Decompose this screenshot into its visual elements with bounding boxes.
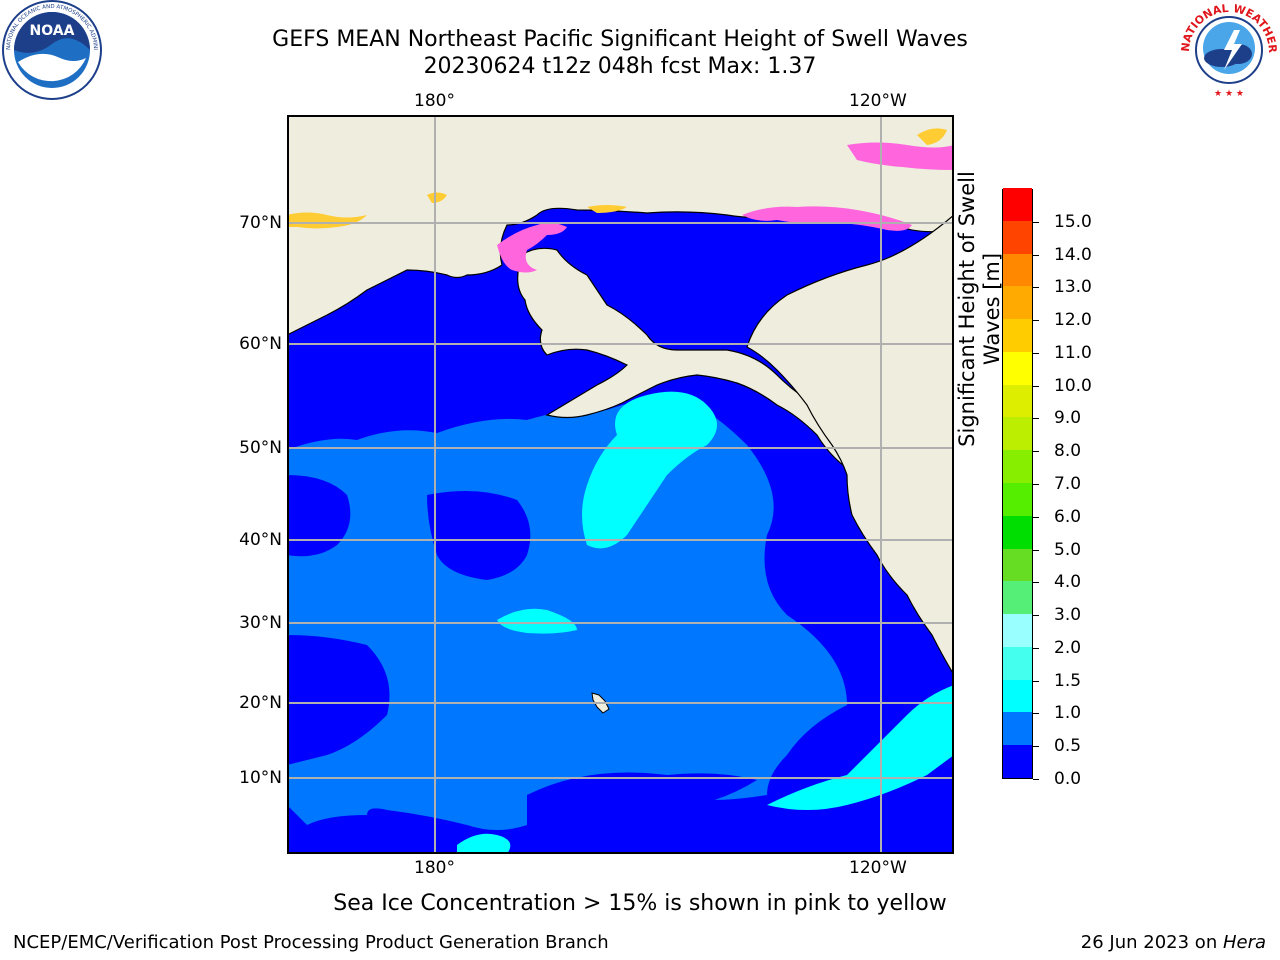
colorbar-tick-label: 12.0 xyxy=(1054,310,1092,331)
nws-logo: NATIONAL WEATHER SERVICE ★ ★ ★ xyxy=(1178,0,1279,99)
footer-date-text: 26 Jun 2023 on xyxy=(1080,932,1223,953)
footer-date: 26 Jun 2023 on Hera xyxy=(1081,932,1266,954)
colorbar-segment xyxy=(1003,450,1032,483)
colorbar-label: Significant Height of Swell Waves [m] xyxy=(955,171,1004,447)
colorbar-segment xyxy=(1003,318,1032,352)
colorbar-tick-label: 3.0 xyxy=(1054,605,1082,626)
colorbar-segment xyxy=(1003,745,1032,778)
lat-tick-70n: 70°N xyxy=(239,213,282,233)
swell-mid-region xyxy=(287,398,847,830)
lat-tick-10n: 10°N xyxy=(239,768,282,788)
colorbar-tick-mark xyxy=(1033,713,1039,715)
colorbar-tick-label: 15.0 xyxy=(1054,211,1092,232)
lon-tick-bottom-180: 180° xyxy=(414,858,455,878)
colorbar-tick-label: 8.0 xyxy=(1054,441,1082,462)
colorbar-tick-label: 7.0 xyxy=(1054,474,1082,494)
lon-tick-top-180: 180° xyxy=(414,91,455,111)
colorbar-tick-label: 0.0 xyxy=(1054,769,1082,789)
map-gridlines xyxy=(287,115,954,854)
map-panel xyxy=(287,115,954,854)
lat-tick-20n: 20°N xyxy=(239,693,282,713)
colorbar-tick-label: 1.5 xyxy=(1054,670,1082,691)
colorbar-tick-mark xyxy=(1033,352,1039,354)
footer-branch: NCEP/EMC/Verification Post Processing Pr… xyxy=(13,932,609,953)
colorbar-tick-label: 10.0 xyxy=(1054,375,1092,396)
swell-deep-pocket-central xyxy=(427,491,531,580)
colorbar-segment xyxy=(1003,384,1032,418)
colorbar-tick-mark xyxy=(1033,779,1039,780)
swell-deep-pocket-west xyxy=(287,475,351,557)
colorbar-segment xyxy=(1003,351,1032,385)
swell-high-region-subtropic xyxy=(497,608,577,634)
noaa-logo-text: NOAA xyxy=(30,23,75,39)
sea-ice-yellow xyxy=(287,128,947,229)
colorbar-tick-mark xyxy=(1033,451,1039,453)
colorbar-segment xyxy=(1003,187,1032,221)
colorbar-tick-mark xyxy=(1033,582,1039,584)
colorbar-tick-label: 14.0 xyxy=(1054,244,1092,265)
lat-tick-50n: 50°N xyxy=(239,438,282,458)
colorbar-tick-mark xyxy=(1033,320,1039,322)
colorbar-segment xyxy=(1003,417,1032,451)
swell-high-region-north xyxy=(582,391,717,549)
colorbar-tick-label: 5.0 xyxy=(1054,539,1082,560)
lat-tick-30n: 30°N xyxy=(239,613,282,633)
colorbar-tick-mark xyxy=(1033,385,1039,387)
land-north-america xyxy=(746,214,954,677)
swell-deep-pocket-south xyxy=(287,635,757,840)
plot-title-line1: GEFS MEAN Northeast Pacific Significant … xyxy=(272,27,968,52)
colorbar-tick-mark xyxy=(1033,746,1039,748)
lon-tick-top-120w: 120°W xyxy=(849,91,907,111)
colorbar-segment xyxy=(1003,286,1032,320)
colorbar-tick-mark xyxy=(1033,484,1039,485)
colorbar xyxy=(1002,187,1033,779)
colorbar-segment xyxy=(1003,482,1032,516)
colorbar-tick-mark xyxy=(1033,680,1039,682)
colorbar-segment xyxy=(1003,581,1032,615)
sea-ice-note: Sea Ice Concentration > 15% is shown in … xyxy=(333,891,947,916)
swell-high-region-equator xyxy=(457,833,511,854)
colorbar-tick-label: 1.0 xyxy=(1054,703,1082,724)
colorbar-tick-label: 2.0 xyxy=(1054,637,1082,658)
noaa-logo: NOAA NATIONAL OCEANIC AND ATMOSPHERIC AD… xyxy=(0,0,102,100)
lat-tick-60n: 60°N xyxy=(239,334,282,354)
colorbar-segment xyxy=(1003,220,1032,254)
colorbar-segment xyxy=(1003,712,1032,746)
colorbar-tick-label: 6.0 xyxy=(1054,506,1082,527)
lon-tick-bottom-120w: 120°W xyxy=(849,858,907,878)
sea-ice-pink xyxy=(497,142,954,273)
colorbar-tick-mark xyxy=(1033,254,1039,256)
colorbar-tick-mark xyxy=(1033,549,1039,551)
colorbar-tick-label: 13.0 xyxy=(1054,277,1092,298)
svg-text:★ ★ ★: ★ ★ ★ xyxy=(1214,89,1244,99)
land-alaska xyxy=(517,247,862,476)
colorbar-tick-label: 4.0 xyxy=(1054,572,1082,593)
colorbar-tick-mark xyxy=(1033,647,1039,649)
footer-machine: Hera xyxy=(1222,932,1266,953)
colorbar-segment xyxy=(1003,613,1032,647)
plot-title-line2: 20230624 t12z 048h fcst Max: 1.37 xyxy=(423,54,817,79)
colorbar-segment xyxy=(1003,253,1032,287)
colorbar-tick-label: 9.0 xyxy=(1054,408,1082,429)
colorbar-segment xyxy=(1003,679,1032,713)
colorbar-segment xyxy=(1003,515,1032,549)
colorbar-segment xyxy=(1003,548,1032,582)
colorbar-tick-mark xyxy=(1033,221,1039,223)
colorbar-tick-mark xyxy=(1033,287,1039,289)
colorbar-tick-mark xyxy=(1033,516,1039,518)
colorbar-tick-label: 0.5 xyxy=(1054,736,1082,757)
colorbar-tick-mark xyxy=(1033,615,1039,617)
colorbar-tick-label: 11.0 xyxy=(1054,342,1092,363)
colorbar-tick-mark xyxy=(1033,418,1039,420)
colorbar-segment xyxy=(1003,646,1032,680)
lat-tick-40n: 40°N xyxy=(239,530,282,550)
